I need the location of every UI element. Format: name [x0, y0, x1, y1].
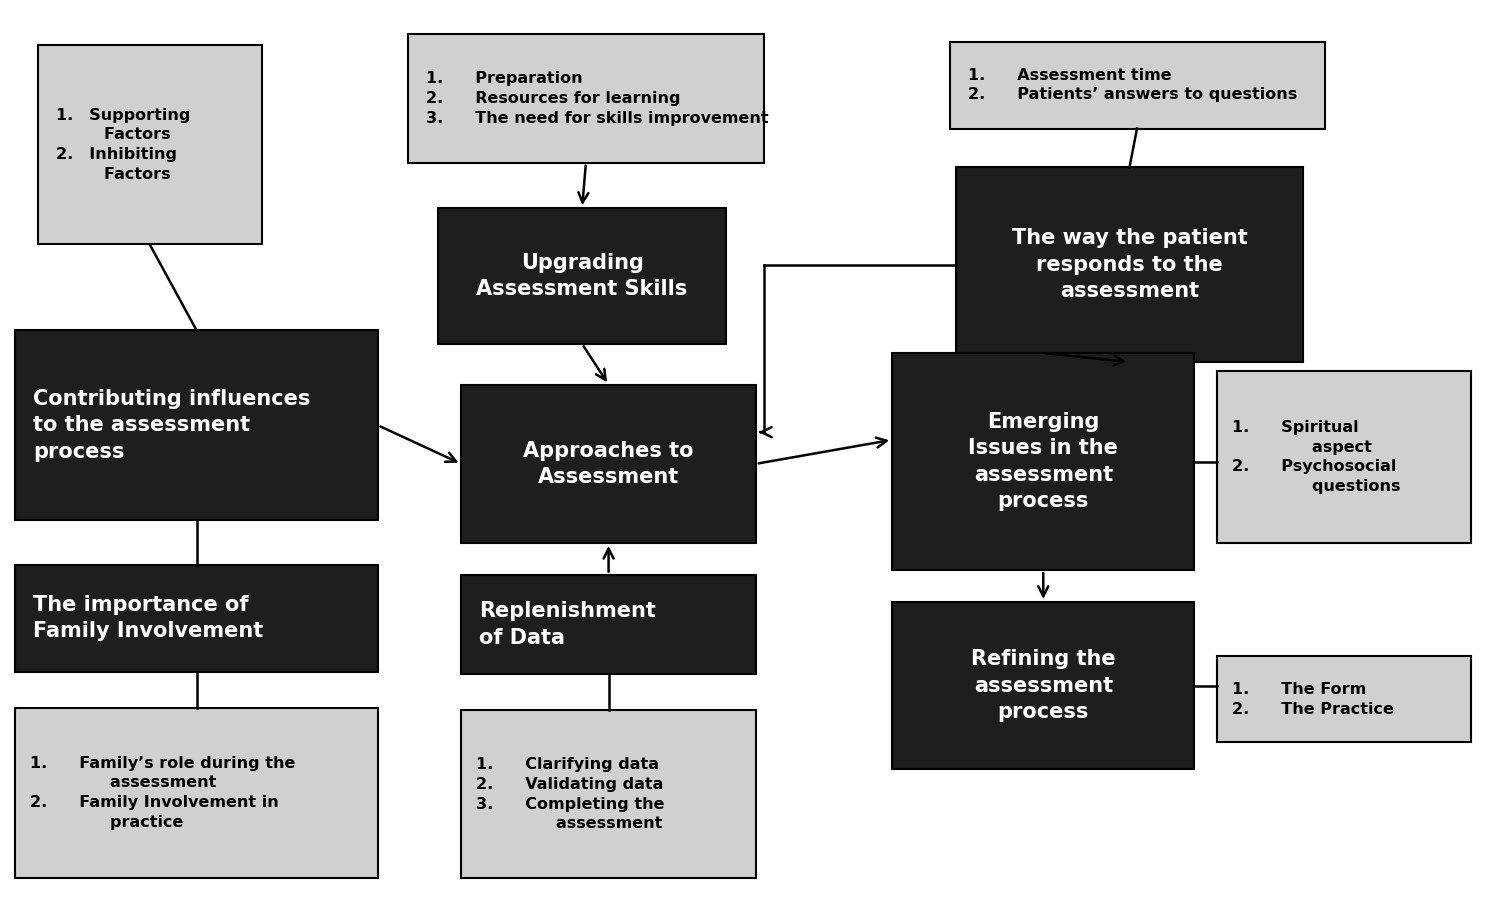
FancyBboxPatch shape — [15, 708, 378, 878]
FancyBboxPatch shape — [408, 34, 764, 163]
Text: 1.  The Form
2.  The Practice: 1. The Form 2. The Practice — [1232, 681, 1394, 717]
Text: Emerging
Issues in the
assessment
process: Emerging Issues in the assessment proces… — [968, 412, 1119, 511]
FancyBboxPatch shape — [461, 710, 756, 878]
Text: Contributing influences
to the assessment
process: Contributing influences to the assessmen… — [33, 389, 310, 462]
Text: 1.  Preparation
2.  Resources for learning
3.  The need for skills improvement: 1. Preparation 2. Resources for learning… — [426, 71, 770, 126]
FancyBboxPatch shape — [38, 45, 262, 244]
Text: The importance of
Family Involvement: The importance of Family Involvement — [33, 595, 263, 642]
Text: Upgrading
Assessment Skills: Upgrading Assessment Skills — [476, 252, 688, 300]
FancyBboxPatch shape — [1217, 371, 1471, 543]
FancyBboxPatch shape — [438, 208, 726, 344]
FancyBboxPatch shape — [956, 167, 1303, 362]
Text: 1.  Spiritual
     aspect
2.  Psychosocial
     questions: 1. Spiritual aspect 2. Psychosocial ques… — [1232, 420, 1400, 494]
Text: 1.  Clarifying data
2.  Validating data
3.  Completing the
     assessment: 1. Clarifying data 2. Validating data 3.… — [476, 757, 665, 832]
Text: 1.  Assessment time
2.  Patients’ answers to questions: 1. Assessment time 2. Patients’ answers … — [968, 68, 1297, 102]
FancyBboxPatch shape — [1217, 656, 1471, 742]
FancyBboxPatch shape — [950, 42, 1325, 129]
Text: The way the patient
responds to the
assessment: The way the patient responds to the asse… — [1012, 228, 1247, 301]
Text: 1. Supporting
   Factors
2. Inhibiting
   Factors: 1. Supporting Factors 2. Inhibiting Fact… — [56, 108, 191, 182]
FancyBboxPatch shape — [15, 330, 378, 520]
Text: Replenishment
of Data: Replenishment of Data — [479, 601, 656, 648]
FancyBboxPatch shape — [892, 353, 1194, 570]
Text: Approaches to
Assessment: Approaches to Assessment — [523, 441, 694, 487]
FancyBboxPatch shape — [461, 385, 756, 543]
FancyBboxPatch shape — [892, 602, 1194, 769]
FancyBboxPatch shape — [461, 575, 756, 674]
Text: 1.  Family’s role during the
     assessment
2.  Family Involvement in
     prac: 1. Family’s role during the assessment 2… — [30, 756, 296, 830]
Text: Refining the
assessment
process: Refining the assessment process — [971, 649, 1116, 722]
FancyBboxPatch shape — [15, 565, 378, 672]
